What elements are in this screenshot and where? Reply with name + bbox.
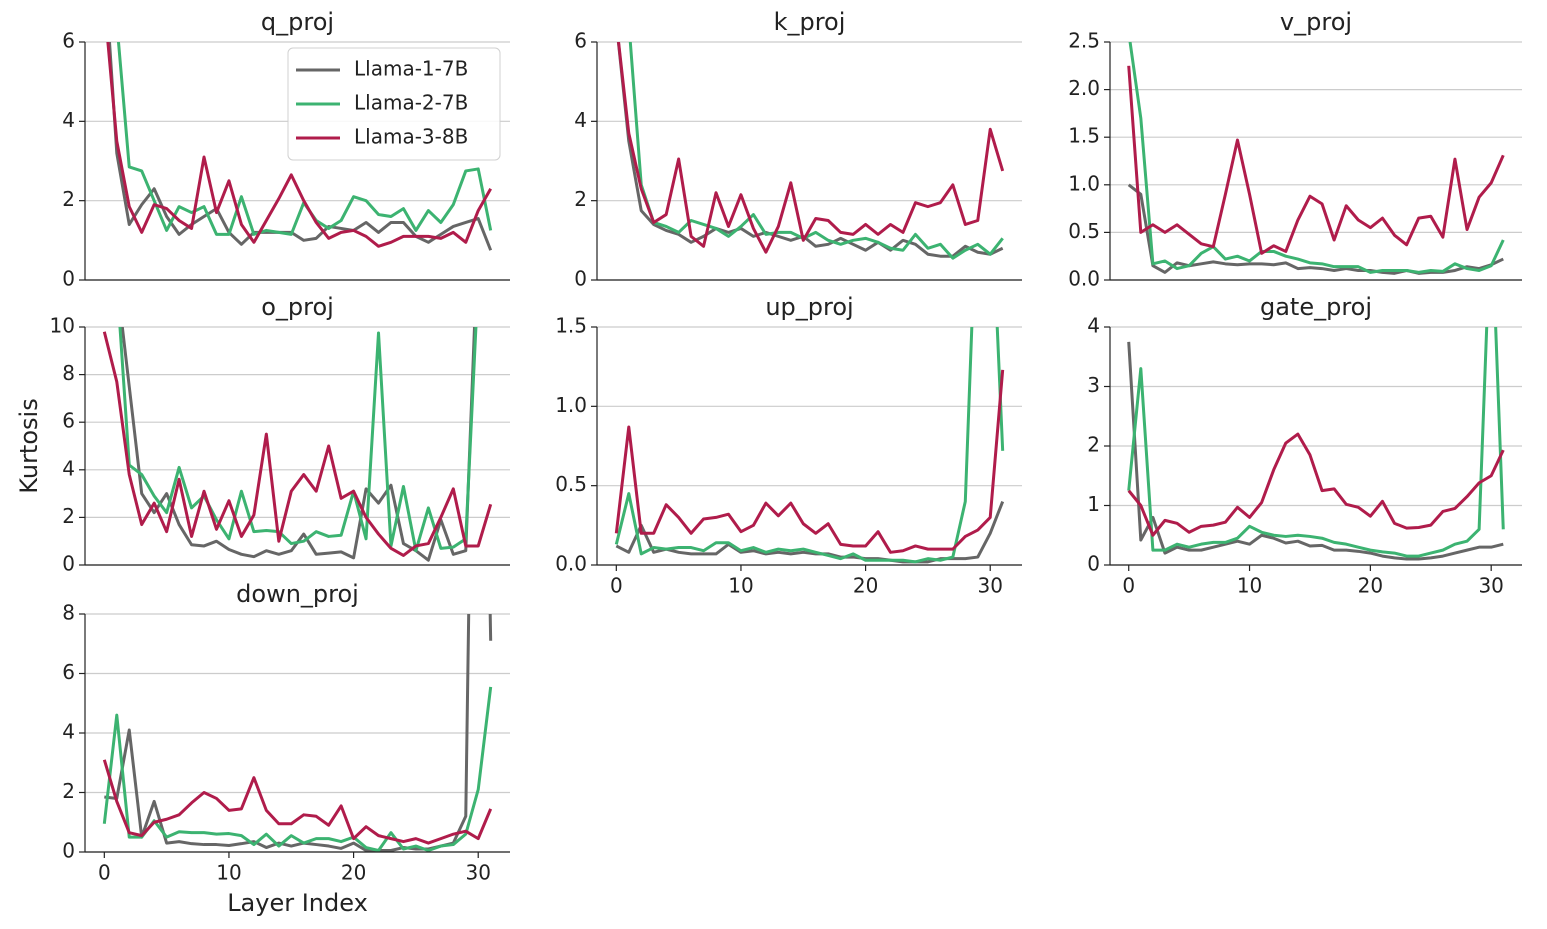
y-tick-label: 4 (1087, 314, 1100, 338)
x-tick-label: 30 (1478, 574, 1503, 598)
line-series (614, 327, 1005, 564)
line-series (1127, 341, 1504, 561)
y-tick-label: 2 (1087, 433, 1100, 457)
plot-area (616, 42, 1005, 260)
y-tick-label: 4 (62, 456, 75, 480)
y-tick-label: 6 (62, 660, 75, 684)
y-tick-label: 0 (62, 552, 75, 576)
line-series (1128, 42, 1505, 274)
y-tick-label: 2 (574, 187, 587, 211)
x-tick-label: 10 (1237, 574, 1262, 598)
y-tick-label: 0 (574, 267, 587, 291)
y-tick-label: 6 (62, 29, 75, 53)
line-series (616, 42, 1004, 258)
y-tick-label: 1 (1087, 492, 1100, 516)
x-tick-label: 10 (216, 861, 241, 885)
y-tick-label: 0 (1087, 552, 1100, 576)
line-series (615, 500, 1005, 564)
plot-area (614, 327, 1005, 564)
line-series (118, 327, 478, 553)
y-tick-label: 4 (62, 720, 75, 744)
x-tick-label: 0 (1122, 574, 1135, 598)
y-tick-label: 0.0 (555, 552, 587, 576)
y-tick-label: 6 (574, 29, 587, 53)
y-tick-label: 1.0 (1068, 171, 1100, 195)
line-series (1127, 65, 1505, 255)
line-series (1127, 327, 1505, 558)
plot-area (102, 614, 493, 852)
y-tick-label: 0.5 (1068, 219, 1100, 243)
y-tick-label: 2 (62, 187, 75, 211)
y-tick-label: 8 (62, 361, 75, 385)
line-series (102, 686, 493, 852)
y-tick-label: 0 (62, 267, 75, 291)
plot-area (1127, 42, 1505, 275)
legend-label: Llama-3-8B (354, 125, 468, 149)
y-tick-label: 0.5 (555, 472, 587, 496)
y-tick-label: 1.5 (555, 314, 587, 338)
subplot-title: gate_proj (1260, 293, 1372, 321)
y-tick-label: 2 (62, 779, 75, 803)
x-tick-label: 0 (98, 861, 111, 885)
subplot-title: v_proj (1280, 8, 1352, 36)
x-tick-label: 20 (341, 861, 366, 885)
y-tick-label: 2.5 (1068, 29, 1100, 53)
subplot-title: down_proj (236, 580, 359, 608)
x-tick-label: 0 (610, 574, 623, 598)
y-tick-label: 10 (50, 314, 75, 338)
subplot-title: up_proj (765, 293, 853, 321)
y-tick-label: 0 (62, 839, 75, 863)
subplot-title: k_proj (774, 8, 846, 36)
x-tick-label: 30 (465, 861, 490, 885)
plot-area (106, 42, 493, 251)
legend-label: Llama-2-7B (354, 91, 468, 115)
line-series (102, 331, 493, 557)
subplot-title: q_proj (261, 8, 334, 36)
line-series (102, 759, 493, 845)
y-tick-label: 4 (574, 108, 587, 132)
y-tick-label: 4 (62, 108, 75, 132)
line-series (614, 369, 1005, 554)
legend-label: Llama-1-7B (354, 57, 468, 81)
plot-area (1127, 327, 1505, 561)
line-series (116, 42, 493, 236)
y-tick-label: 6 (62, 409, 75, 433)
line-series (617, 42, 1005, 254)
y-tick-label: 1.0 (555, 393, 587, 417)
line-series (1127, 432, 1505, 537)
y-tick-label: 2.0 (1068, 76, 1100, 100)
y-tick-label: 1.5 (1068, 124, 1100, 148)
x-tick-label: 20 (853, 574, 878, 598)
y-axis-label: Kurtosis (15, 398, 43, 493)
line-series (108, 42, 493, 251)
y-tick-label: 0.0 (1068, 267, 1100, 291)
plot-area (102, 327, 493, 562)
legend-box (287, 47, 501, 161)
line-series (106, 42, 492, 248)
x-tick-label: 30 (977, 574, 1002, 598)
y-tick-label: 2 (62, 504, 75, 528)
subplot-title: o_proj (261, 293, 334, 321)
x-axis-label: Layer Index (227, 889, 368, 917)
line-series (628, 42, 1004, 260)
x-tick-label: 20 (1358, 574, 1383, 598)
y-tick-label: 3 (1087, 373, 1100, 397)
x-tick-label: 10 (728, 574, 753, 598)
y-tick-label: 8 (62, 601, 75, 625)
